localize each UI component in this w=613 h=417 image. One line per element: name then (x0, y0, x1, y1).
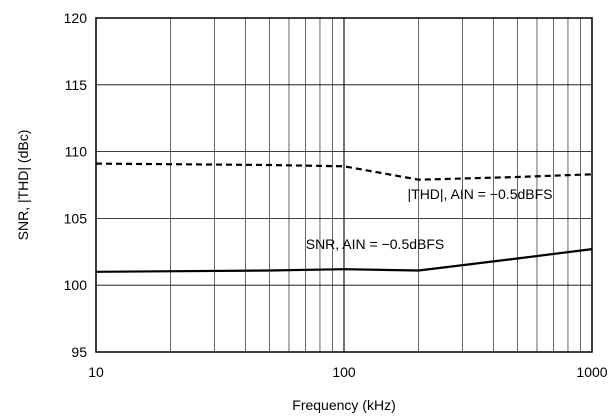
thd-series-label: |THD|, AIN = −0.5dBFS (408, 186, 553, 202)
y-tick-label: 100 (64, 277, 88, 293)
x-tick-label: 1000 (576, 364, 607, 380)
x-tick-label: 100 (332, 364, 356, 380)
y-tick-label: 115 (65, 77, 88, 93)
y-tick-labels: 95 100 105 110 115 120 (64, 10, 88, 360)
y-tick-label: 120 (64, 10, 88, 26)
x-tick-label: 10 (88, 364, 104, 380)
plot-frame (95, 17, 593, 353)
y-axis-label: SNR, |THD| (dBc) (15, 130, 31, 241)
annotations: |THD|, AIN = −0.5dBFS SNR, AIN = −0.5dBFS (306, 186, 553, 252)
grid-minor-lines (170, 18, 581, 352)
y-tick-label: 105 (64, 210, 88, 226)
snr-series-line (95, 248, 593, 273)
series-layer (95, 162, 593, 273)
y-tick-label: 95 (71, 344, 87, 360)
snr-series-label: SNR, AIN = −0.5dBFS (306, 236, 445, 252)
x-tick-labels: 10 100 1000 (88, 364, 608, 380)
y-tick-label: 110 (65, 144, 88, 160)
x-axis-label: Frequency (kHz) (292, 397, 395, 413)
thd-series-line (95, 162, 593, 181)
